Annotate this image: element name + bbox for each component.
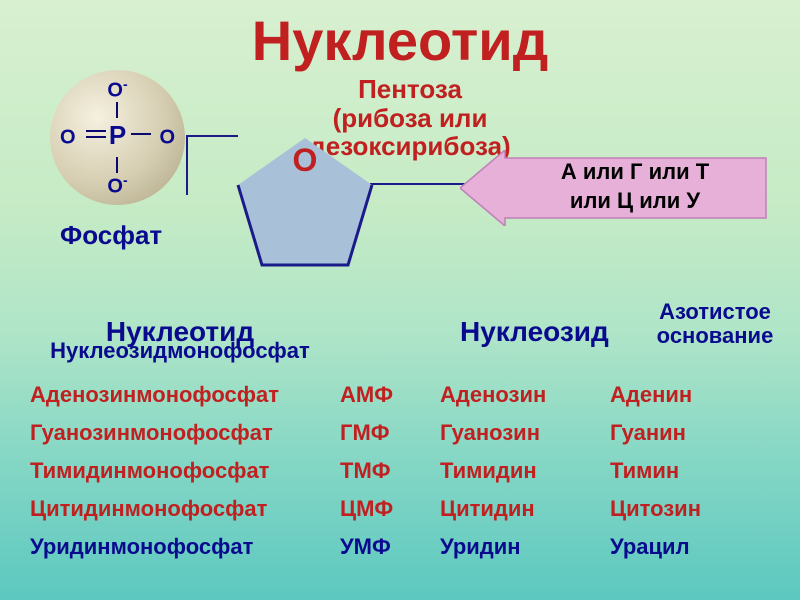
table-cell-name: Аденозинмонофосфат [20, 382, 340, 408]
header-nucleoside: Нуклеозид [460, 316, 630, 348]
base-options-text: А или Г или Т или Ц или У [510, 158, 760, 215]
main-title: Нуклеотид [0, 8, 800, 73]
phosphate-o-bottom: O- [107, 172, 127, 199]
table-cell-abbr: АМФ [340, 382, 440, 408]
table-cell-abbr: ЦМФ [340, 496, 440, 522]
phosphate-o-right: O [159, 126, 175, 149]
phosphate-circle: P O- O- O O [50, 70, 185, 205]
table-cell-nucleoside: Цитидин [440, 496, 610, 522]
table-cell-nucleoside: Уридин [440, 534, 610, 560]
phosphate-group: P O- O- O O [50, 70, 185, 205]
bond [116, 157, 118, 173]
table-cell-name: Гуанозинмонофосфат [20, 420, 340, 446]
connector-pentose-base [370, 183, 466, 185]
bond [86, 130, 106, 132]
header-base: Азотистое основание [630, 300, 800, 348]
pentose-line1: Пентоза [358, 74, 462, 104]
table-cell-name: Тимидинмонофосфат [20, 458, 340, 484]
phosphate-o-top: O- [107, 76, 127, 103]
table-cell-base: Тимин [610, 458, 780, 484]
table-row: УридинмонофосфатУМФУридинУрацил [0, 528, 800, 566]
header-nucleotide-sub: Нуклеозидмонофосфат [20, 338, 340, 364]
bond [116, 102, 118, 118]
table-cell-abbr: ГМФ [340, 420, 440, 446]
table-cell-abbr: УМФ [340, 534, 440, 560]
table-cell-abbr: ТМФ [340, 458, 440, 484]
table-cell-base: Цитозин [610, 496, 780, 522]
nucleotide-table: АденозинмонофосфатАМФАденозинАденинГуано… [0, 376, 800, 566]
nitrogenous-base-arrow: А или Г или Т или Ц или У [460, 150, 770, 226]
phosphate-label: Фосфат [60, 220, 162, 251]
table-cell-nucleoside: Тимидин [440, 458, 610, 484]
pentose-line2: (рибоза или [333, 103, 488, 133]
table-cell-name: Цитидинмонофосфат [20, 496, 340, 522]
table-cell-base: Аденин [610, 382, 780, 408]
table-cell-nucleoside: Аденозин [440, 382, 610, 408]
phosphate-p-atom: P [109, 120, 126, 151]
bond [86, 136, 106, 138]
bond [131, 133, 151, 135]
pentose-sugar: O [230, 130, 380, 275]
table-cell-base: Гуанин [610, 420, 780, 446]
table-cell-name: Уридинмонофосфат [20, 534, 340, 560]
table-row: АденозинмонофосфатАМФАденозинАденин [0, 376, 800, 414]
table-row: ТимидинмонофосфатТМФТимидинТимин [0, 452, 800, 490]
connector-phosphate-pentose [186, 135, 188, 195]
table-row: ЦитидинмонофосфатЦМФЦитидинЦитозин [0, 490, 800, 528]
phosphate-o-left: O [60, 126, 76, 149]
table-cell-base: Урацил [610, 534, 780, 560]
table-row: ГуанозинмонофосфатГМФГуанозинГуанин [0, 414, 800, 452]
table-cell-nucleoside: Гуанозин [440, 420, 610, 446]
pentose-oxygen: O [293, 142, 318, 179]
